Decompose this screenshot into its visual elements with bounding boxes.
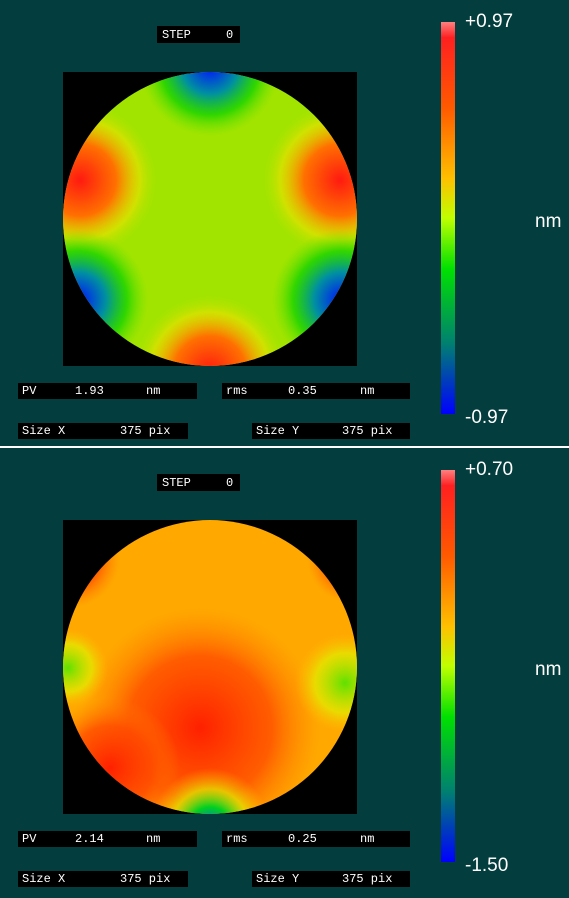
rms-value: 0.35 — [288, 384, 317, 398]
step-value: 0 — [226, 28, 233, 42]
pv-value: 2.14 — [75, 832, 104, 846]
label-box — [252, 871, 410, 887]
label-box — [18, 831, 197, 847]
size-y-label: Size Y — [256, 424, 299, 438]
rms-label: rms — [226, 832, 248, 846]
size-y-value: 375 pix — [342, 424, 392, 438]
scale-unit: nm — [535, 659, 561, 680]
pv-label: PV — [22, 832, 37, 846]
panel: STEP 0 +0.70 nm -1.50 PV 2.14 nm rms 0.25 nm Size X… — [0, 448, 569, 898]
rms-unit: nm — [360, 384, 374, 398]
scale-max: +0.70 — [465, 459, 513, 480]
label-box — [222, 831, 410, 847]
size-x-value: 375 pix — [120, 872, 170, 886]
pv-value: 1.93 — [75, 384, 104, 398]
step-label: STEP — [162, 476, 191, 490]
size-x-label: Size X — [22, 424, 65, 438]
step-label: STEP — [162, 28, 191, 42]
rms-value: 0.25 — [288, 832, 317, 846]
rms-label: rms — [226, 384, 248, 398]
panel: STEP 0 +0.97 nm -0.97 PV 1.93 nm rms 0.35 nm Size X… — [0, 0, 569, 446]
label-box — [222, 383, 410, 399]
pv-label: PV — [22, 384, 37, 398]
label-box — [252, 423, 410, 439]
size-y-label: Size Y — [256, 872, 299, 886]
divider — [0, 446, 569, 448]
scale-min: -0.97 — [465, 407, 508, 428]
colorbar — [441, 470, 455, 862]
label-box — [157, 26, 240, 43]
size-x-label: Size X — [22, 872, 65, 886]
size-y-value: 375 pix — [342, 872, 392, 886]
label-box — [18, 423, 188, 439]
colorbar — [441, 22, 455, 414]
scale-max: +0.97 — [465, 11, 513, 32]
size-x-value: 375 pix — [120, 424, 170, 438]
label-box — [18, 383, 197, 399]
rms-unit: nm — [360, 832, 374, 846]
label-box — [157, 474, 240, 491]
scale-unit: nm — [535, 211, 561, 232]
step-value: 0 — [226, 476, 233, 490]
pv-unit: nm — [146, 384, 160, 398]
scale-min: -1.50 — [465, 855, 508, 876]
label-box — [18, 871, 188, 887]
pv-unit: nm — [146, 832, 160, 846]
